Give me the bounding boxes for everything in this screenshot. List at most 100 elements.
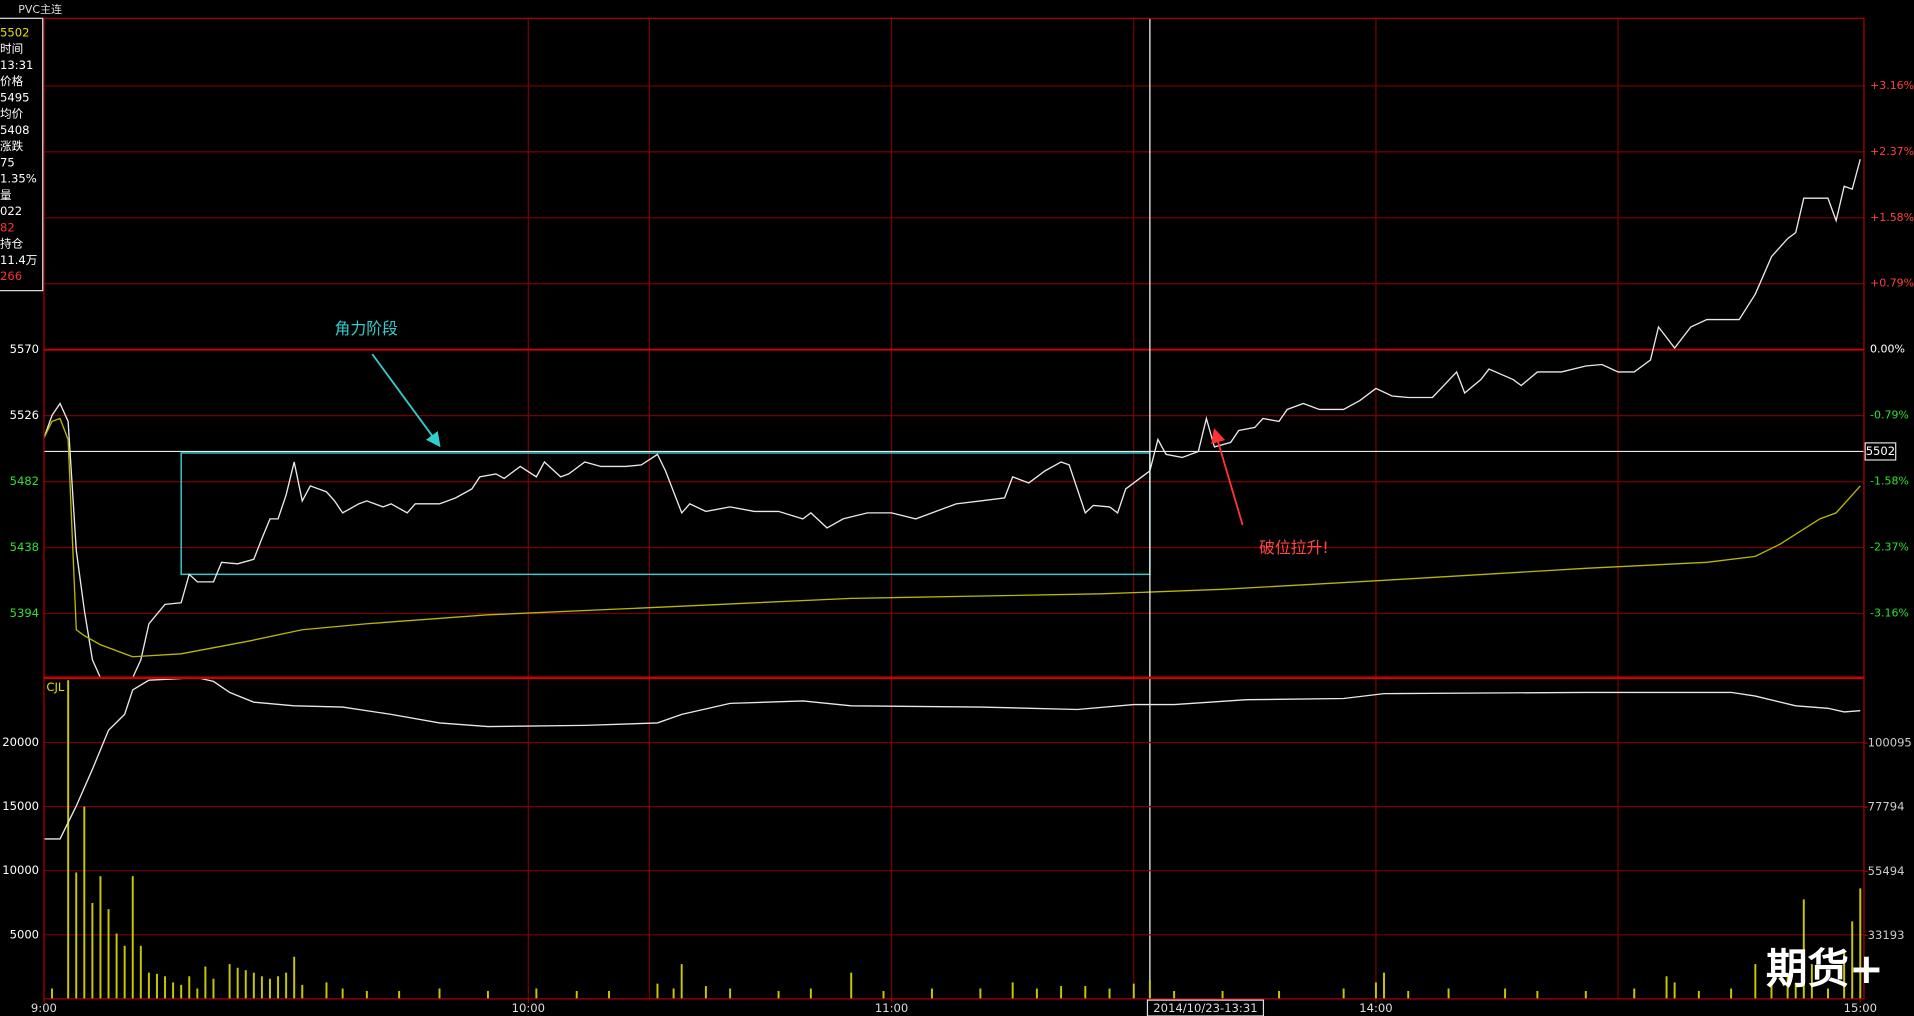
info-text: 5502	[0, 25, 29, 39]
volume-bar	[301, 984, 304, 999]
volume-bar	[285, 972, 288, 999]
volume-bar	[212, 978, 215, 999]
y2-tick-label: 77794	[1868, 800, 1905, 814]
volume-bar	[180, 984, 183, 999]
volume-bar	[252, 972, 255, 999]
cursor-label-box	[1146, 999, 1265, 1016]
volume-bar	[1374, 982, 1377, 999]
reference-label-box	[1864, 442, 1897, 461]
y2-tick-label: +1.58%	[1870, 211, 1914, 224]
volume-bar	[1084, 986, 1087, 999]
volume-bar	[1786, 976, 1789, 999]
volume-bar	[1794, 983, 1797, 999]
y2-tick-label: -1.58%	[1870, 475, 1909, 488]
volume-bar	[704, 986, 707, 999]
y2-tick-label: +3.16%	[1870, 79, 1914, 92]
y-tick-label: 5482	[10, 474, 39, 488]
volume-bar	[398, 990, 401, 999]
y2-tick-label: 100095	[1868, 736, 1912, 750]
volume-bar	[164, 976, 167, 999]
watermark: 期货+	[1766, 944, 1884, 993]
y2-tick-label: +2.37%	[1870, 145, 1914, 158]
volume-bar	[850, 972, 853, 999]
volume-bar	[979, 988, 982, 999]
volume-bar	[1536, 990, 1539, 999]
volume-bar	[91, 903, 94, 999]
info-panel	[0, 17, 44, 292]
volume-bar	[1754, 964, 1757, 999]
volume-bar	[67, 680, 70, 999]
volume-bar	[196, 988, 199, 999]
annotation: 角力阶段	[334, 319, 398, 338]
y2-tick-label: -0.79%	[1870, 409, 1909, 422]
y2-tick-label: 55494	[1868, 864, 1905, 878]
y2-tick-label: -2.37%	[1870, 541, 1909, 554]
volume-bar	[277, 976, 280, 999]
volume-bar	[131, 876, 134, 999]
info-text: 价格	[0, 74, 24, 88]
volume-bar	[1342, 988, 1345, 999]
volume-bar	[83, 806, 86, 999]
volume-bar	[680, 964, 683, 999]
volume-bar	[1447, 988, 1450, 999]
info-text: 均价	[0, 107, 24, 121]
volume-bar	[1584, 990, 1587, 999]
annotation-arrow	[371, 353, 441, 448]
volume-bar	[228, 964, 231, 999]
info-text: 266	[0, 269, 22, 283]
volume-bar	[486, 990, 489, 999]
volume-bar	[269, 978, 271, 999]
info-text: 82	[0, 220, 15, 234]
volume-bar	[341, 988, 344, 999]
info-text: 时间	[0, 42, 23, 56]
volume-bar	[438, 988, 441, 999]
volume-bar	[1697, 990, 1700, 999]
info-text: 022	[0, 204, 22, 218]
y-tick-label: 5000	[10, 927, 39, 941]
y2-tick-label: 0.00%	[1870, 343, 1905, 356]
y-tick-label: 5570	[10, 342, 39, 356]
x-tick-label: 11:00	[875, 1001, 908, 1015]
volume-bar	[1673, 982, 1676, 999]
info-text: 75	[0, 155, 15, 169]
info-text: 1.35%	[0, 172, 37, 186]
volume-bar	[1859, 888, 1862, 999]
volume-bar	[188, 976, 191, 999]
info-text: 5408	[0, 123, 29, 137]
volume-bar	[1011, 982, 1014, 999]
volume-bar	[1383, 972, 1385, 999]
series-line	[43, 159, 1861, 679]
volume-bar	[107, 909, 110, 999]
reference-label: 5502	[1866, 444, 1895, 458]
volume-bar	[75, 872, 78, 999]
volume-bar	[777, 990, 780, 999]
volume-bar	[1633, 988, 1636, 999]
volume-bar	[1173, 990, 1176, 999]
y-tick-label: 10000	[2, 863, 39, 877]
annotation: 破位拉升!	[1259, 538, 1329, 557]
volume-bar	[123, 945, 126, 999]
volume-bar	[147, 972, 150, 999]
volume-bar	[172, 982, 175, 999]
volume-bar	[1148, 979, 1151, 999]
y2-tick-label: +0.79%	[1870, 277, 1914, 290]
volume-bar	[155, 973, 158, 999]
volume-bar	[51, 988, 53, 999]
volume-bar	[1843, 951, 1846, 999]
volume-bar	[260, 976, 263, 999]
series-line	[43, 417, 1861, 658]
info-text: 5495	[0, 90, 29, 104]
volume-bar	[1407, 990, 1410, 999]
volume-bar	[365, 990, 368, 999]
volume-bar	[1770, 983, 1773, 999]
volume-bar	[1504, 988, 1507, 999]
volume-bar	[99, 876, 102, 999]
volume-bar	[1810, 964, 1813, 999]
panel-label: CJL	[46, 680, 64, 694]
volume-bar	[535, 988, 538, 999]
volume-bar	[1827, 988, 1829, 999]
info-text: 量	[0, 188, 12, 202]
volume-bar	[293, 956, 296, 999]
